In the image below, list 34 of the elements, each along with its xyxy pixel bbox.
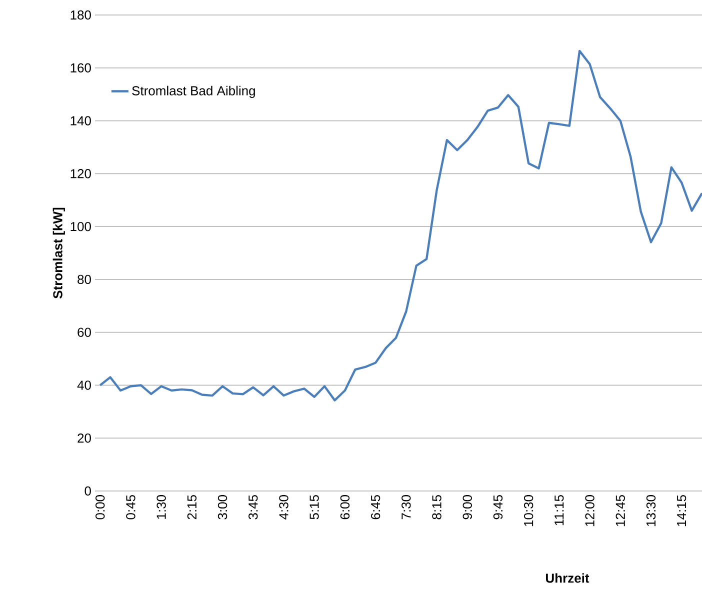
x-tick-label: 3:00 — [218, 495, 228, 520]
x-tick-label: 10:30 — [524, 495, 534, 526]
x-tick-label: 8:15 — [432, 495, 442, 520]
legend-label: Stromlast Bad Aibling — [132, 86, 255, 98]
y-tick-label: 40 — [77, 380, 91, 390]
y-tick-label: 0 — [84, 486, 91, 496]
x-tick-label: 9:45 — [493, 495, 503, 520]
y-axis-title: Stromlast [kW] — [52, 208, 65, 298]
x-tick-label: 6:45 — [370, 495, 380, 520]
x-tick-label: 14:15 — [677, 495, 686, 526]
x-tick-label: 4:30 — [279, 495, 288, 520]
y-tick-label: 80 — [78, 274, 91, 284]
x-tick-label: 0:45 — [126, 495, 136, 520]
y-tick-label: 60 — [78, 328, 91, 337]
x-tick-label: 6:00 — [340, 495, 350, 520]
x-tick-label: 0:00 — [96, 495, 105, 520]
x-tick-label: 12:45 — [616, 495, 625, 526]
line-series — [99, 50, 702, 402]
y-tick-label: 140 — [70, 116, 91, 126]
x-tick-label: 3:45 — [248, 495, 258, 520]
x-tick-label: 5:15 — [310, 495, 319, 520]
y-tick-label: 180 — [70, 10, 91, 20]
x-tick-label: 9:00 — [462, 495, 472, 520]
x-tick-label: 13:30 — [646, 495, 656, 526]
x-tick-label: 1:30 — [156, 495, 166, 519]
x-tick-label: 2:15 — [187, 495, 197, 520]
y-tick-label: 100 — [70, 222, 91, 232]
y-tick-label: 20 — [78, 434, 91, 443]
x-axis-title: Uhrzeit — [546, 573, 590, 583]
y-tick-label: 160 — [70, 63, 91, 72]
x-tick-label: 12:00 — [585, 495, 594, 526]
y-tick-label: 120 — [70, 169, 91, 178]
x-tick-label: 7:30 — [402, 495, 411, 520]
x-tick-label: 11:15 — [554, 495, 564, 526]
